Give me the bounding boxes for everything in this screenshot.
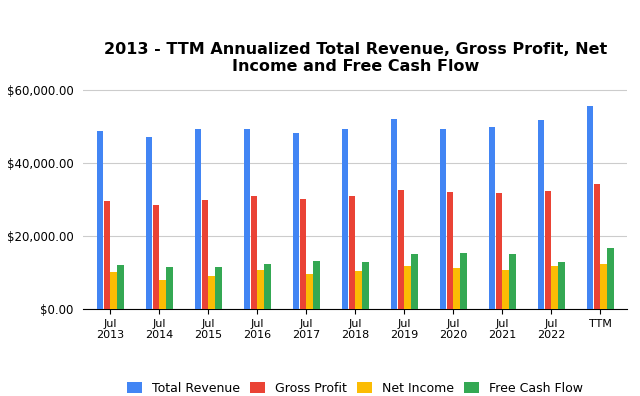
Bar: [600, 264, 607, 309]
Bar: [307, 274, 313, 309]
Bar: [110, 272, 116, 309]
Bar: [447, 192, 453, 309]
Bar: [558, 262, 564, 309]
Bar: [362, 262, 369, 309]
Bar: [251, 196, 257, 309]
Bar: [292, 133, 299, 309]
Bar: [440, 129, 446, 309]
Bar: [159, 280, 166, 309]
Bar: [545, 191, 551, 309]
Bar: [166, 267, 173, 309]
Bar: [264, 264, 271, 309]
Bar: [215, 267, 221, 309]
Bar: [587, 107, 593, 309]
Bar: [300, 199, 306, 309]
Bar: [104, 202, 110, 309]
Bar: [202, 200, 208, 309]
Bar: [509, 255, 516, 309]
Bar: [489, 127, 495, 309]
Bar: [195, 129, 201, 309]
Bar: [244, 129, 250, 309]
Bar: [607, 248, 614, 309]
Bar: [495, 193, 502, 309]
Bar: [412, 254, 418, 309]
Bar: [314, 261, 319, 309]
Legend: Total Revenue, Gross Profit, Net Income, Free Cash Flow: Total Revenue, Gross Profit, Net Income,…: [127, 382, 583, 395]
Bar: [391, 119, 397, 309]
Bar: [342, 129, 348, 309]
Bar: [502, 270, 509, 309]
Bar: [460, 253, 467, 309]
Bar: [146, 137, 152, 309]
Bar: [209, 276, 215, 309]
Bar: [594, 185, 600, 309]
Bar: [349, 196, 355, 309]
Bar: [397, 190, 404, 309]
Bar: [552, 266, 558, 309]
Bar: [404, 267, 411, 309]
Bar: [117, 265, 124, 309]
Bar: [538, 120, 544, 309]
Bar: [97, 131, 103, 309]
Bar: [454, 268, 460, 309]
Bar: [355, 271, 362, 309]
Title: 2013 - TTM Annualized Total Revenue, Gross Profit, Net
Income and Free Cash Flow: 2013 - TTM Annualized Total Revenue, Gro…: [104, 42, 607, 74]
Bar: [257, 270, 264, 309]
Bar: [152, 205, 159, 309]
